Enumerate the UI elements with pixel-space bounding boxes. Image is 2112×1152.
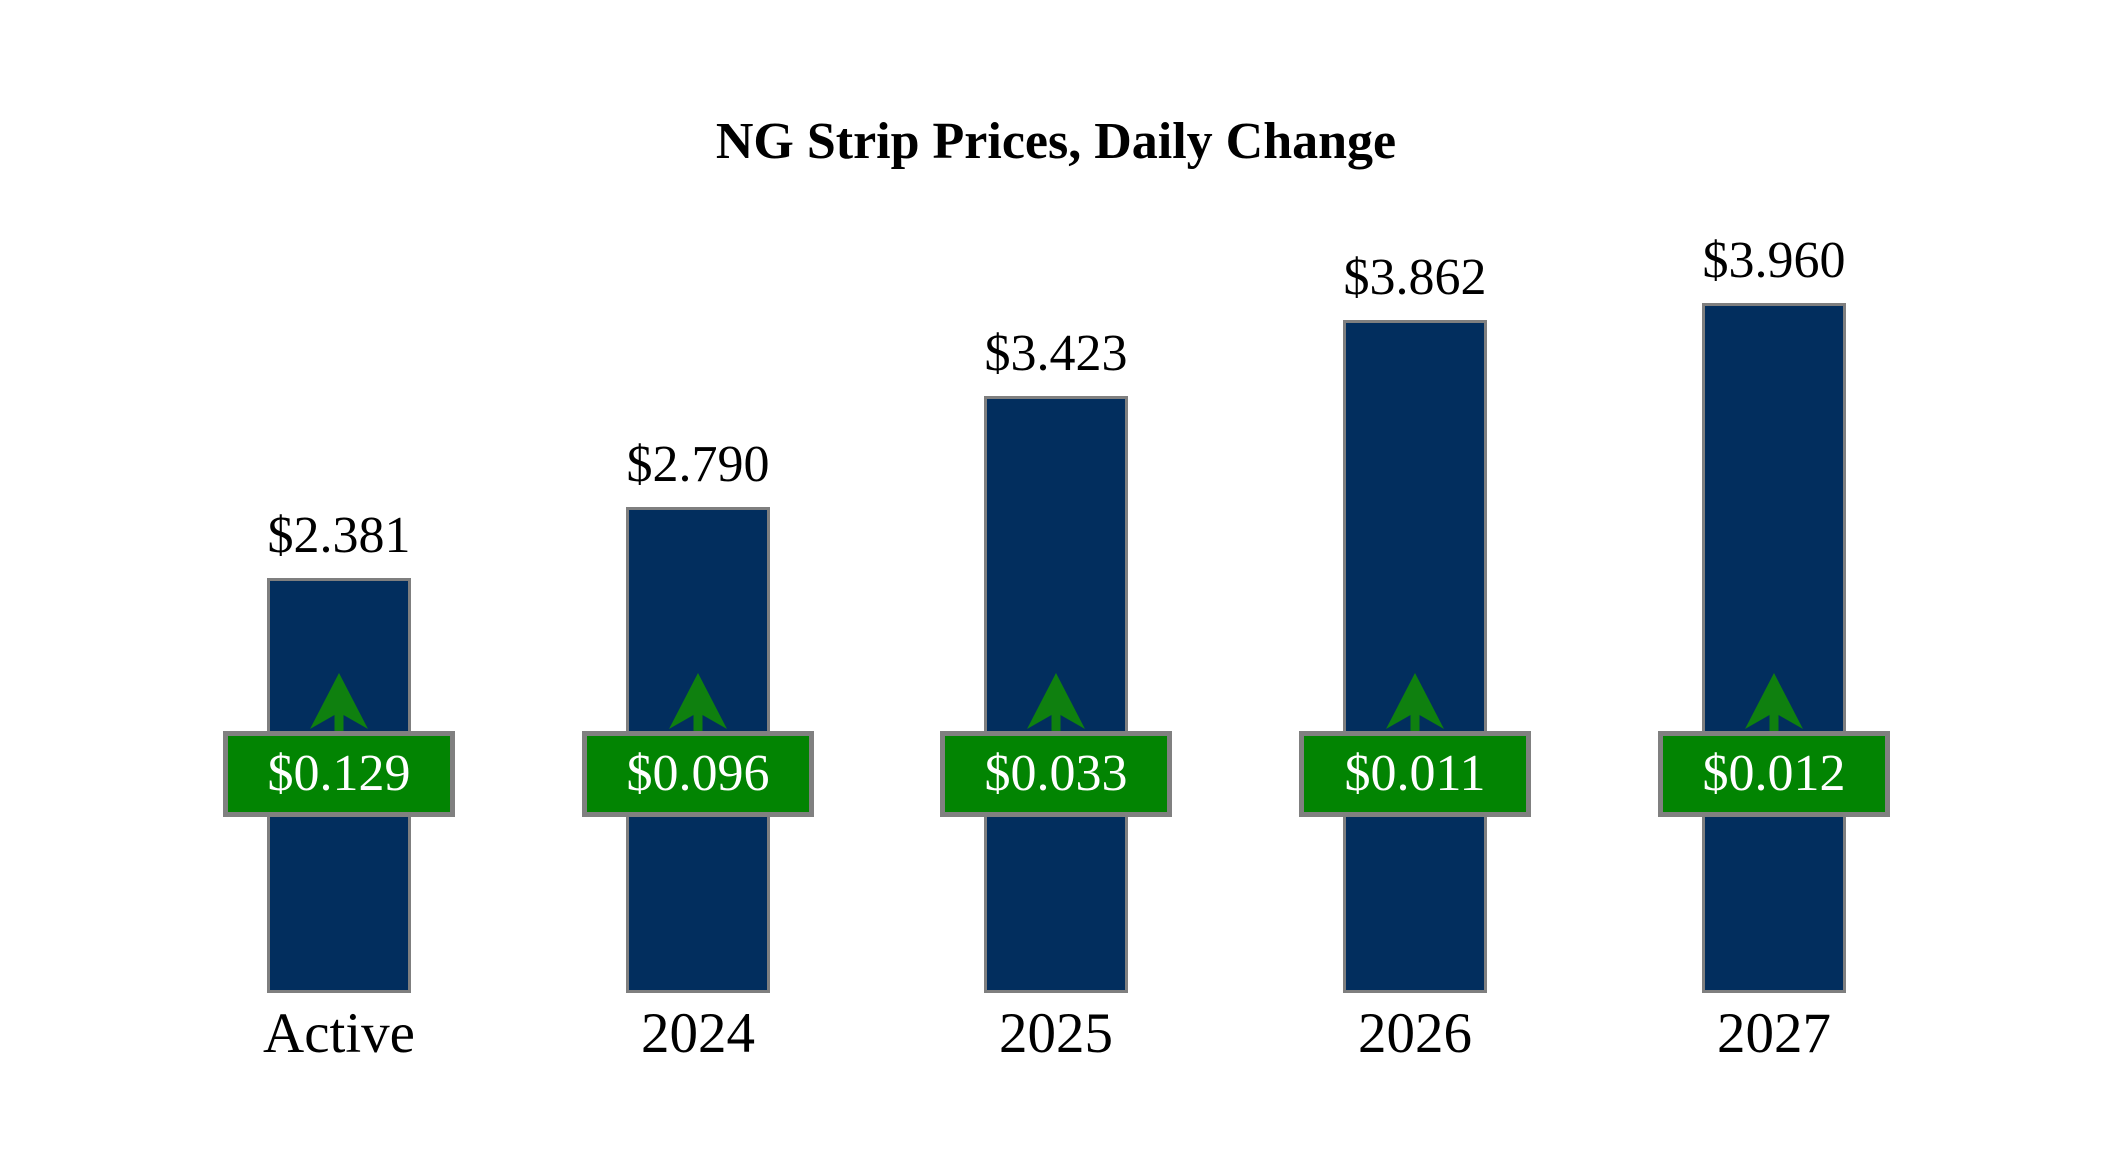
bar-2026 (1343, 320, 1487, 993)
x-axis-label-2024: 2024 (641, 1002, 755, 1065)
x-axis-label-active: Active (263, 1002, 415, 1065)
daily-change-value: $0.096 (626, 745, 770, 802)
daily-change-value: $0.012 (1702, 745, 1846, 802)
x-axis-label-2027: 2027 (1717, 1002, 1831, 1065)
bar-value-label: $3.960 (1702, 232, 1846, 289)
bar-value-label: $2.381 (267, 507, 411, 564)
daily-change-badge: $0.012 (1658, 731, 1890, 817)
daily-change-badge: $0.129 (223, 731, 455, 817)
up-arrow-icon (1745, 673, 1803, 731)
up-arrow-icon (1386, 673, 1444, 731)
daily-change-badge: $0.096 (582, 731, 814, 817)
bar-value-label: $3.862 (1343, 249, 1487, 306)
daily-change-value: $0.033 (984, 745, 1128, 802)
daily-change-badge: $0.033 (940, 731, 1172, 817)
daily-change-badge: $0.011 (1299, 731, 1531, 817)
chart-title: NG Strip Prices, Daily Change (715, 113, 1397, 170)
up-arrow-icon (669, 673, 727, 731)
daily-change-value: $0.129 (267, 745, 411, 802)
up-arrow-icon (310, 673, 368, 731)
x-axis-label-2026: 2026 (1358, 1002, 1472, 1065)
bar-value-label: $3.423 (984, 325, 1128, 382)
daily-change-value: $0.011 (1344, 745, 1486, 802)
up-arrow-icon (1027, 673, 1085, 731)
x-axis-label-2025: 2025 (999, 1002, 1113, 1065)
bar-2027 (1702, 303, 1846, 993)
bar-value-label: $2.790 (626, 436, 770, 493)
